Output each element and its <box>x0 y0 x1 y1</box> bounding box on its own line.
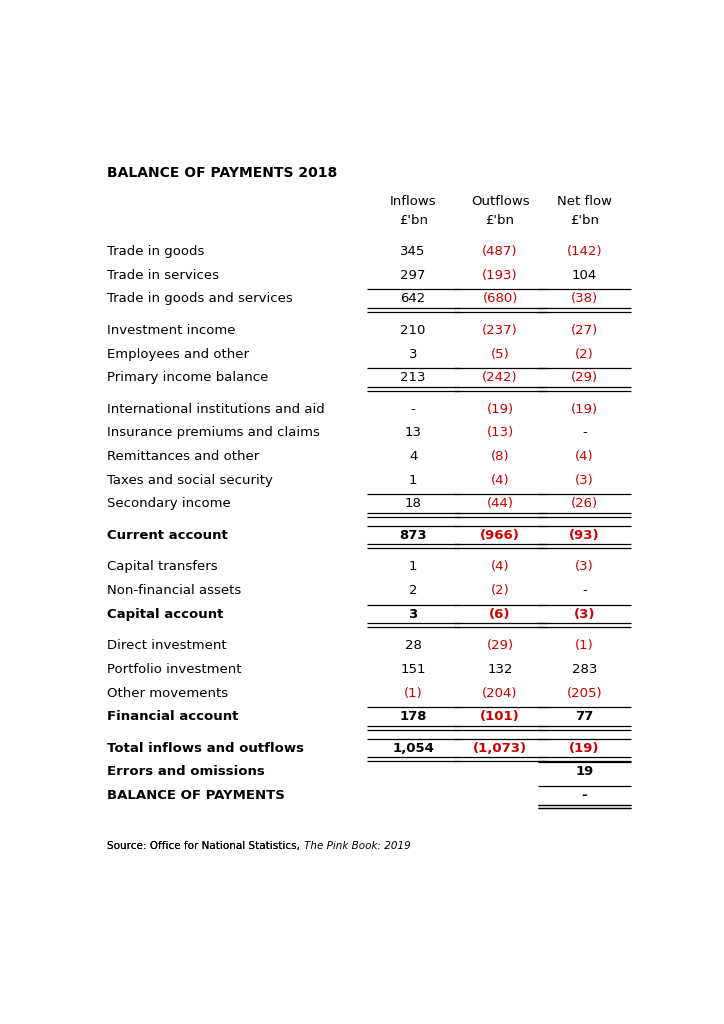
Text: (966): (966) <box>480 529 520 542</box>
Text: Trade in goods: Trade in goods <box>107 245 205 258</box>
Text: (44): (44) <box>487 498 513 510</box>
Text: 28: 28 <box>405 639 421 652</box>
Text: (101): (101) <box>480 711 520 723</box>
Text: 178: 178 <box>400 711 427 723</box>
Text: 297: 297 <box>400 268 426 282</box>
Text: £'bn: £'bn <box>570 214 599 226</box>
Text: Trade in services: Trade in services <box>107 268 219 282</box>
Text: 1,054: 1,054 <box>392 741 434 755</box>
Text: 210: 210 <box>400 324 426 337</box>
Text: Source: Office for National Statistics,: Source: Office for National Statistics, <box>107 841 303 851</box>
Text: (19): (19) <box>487 402 513 416</box>
Text: (2): (2) <box>491 584 510 597</box>
Text: 19: 19 <box>575 766 594 778</box>
Text: (4): (4) <box>491 560 510 573</box>
Text: (204): (204) <box>482 687 518 699</box>
Text: (2): (2) <box>575 347 594 360</box>
Text: BALANCE OF PAYMENTS 2018: BALANCE OF PAYMENTS 2018 <box>107 166 337 180</box>
Text: (26): (26) <box>571 498 598 510</box>
Text: Non-financial assets: Non-financial assets <box>107 584 242 597</box>
Text: (93): (93) <box>569 529 599 542</box>
Text: (6): (6) <box>489 608 511 621</box>
Text: Total inflows and outflows: Total inflows and outflows <box>107 741 304 755</box>
Text: Other movements: Other movements <box>107 687 229 699</box>
Text: (142): (142) <box>566 245 602 258</box>
Text: £'bn: £'bn <box>486 214 515 226</box>
Text: £'bn: £'bn <box>399 214 428 226</box>
Text: 132: 132 <box>487 663 513 676</box>
Text: 873: 873 <box>400 529 427 542</box>
Text: (1): (1) <box>575 639 594 652</box>
Text: Secondary income: Secondary income <box>107 498 231 510</box>
Text: (29): (29) <box>487 639 513 652</box>
Text: Insurance premiums and claims: Insurance premiums and claims <box>107 426 320 439</box>
Text: (8): (8) <box>491 451 510 463</box>
Text: Investment income: Investment income <box>107 324 236 337</box>
Text: Portfolio investment: Portfolio investment <box>107 663 242 676</box>
Text: (19): (19) <box>569 741 599 755</box>
Text: 3: 3 <box>409 347 417 360</box>
Text: (4): (4) <box>575 451 594 463</box>
Text: Current account: Current account <box>107 529 228 542</box>
Text: 13: 13 <box>405 426 421 439</box>
Text: 151: 151 <box>400 663 426 676</box>
Text: Capital account: Capital account <box>107 608 224 621</box>
Text: 1: 1 <box>409 560 417 573</box>
Text: -: - <box>582 584 586 597</box>
Text: Trade in goods and services: Trade in goods and services <box>107 293 293 305</box>
Text: -: - <box>411 402 416 416</box>
Text: (1): (1) <box>404 687 423 699</box>
Text: 104: 104 <box>572 268 597 282</box>
Text: Errors and omissions: Errors and omissions <box>107 766 265 778</box>
Text: (4): (4) <box>491 474 510 486</box>
Text: (237): (237) <box>482 324 518 337</box>
Text: Inflows: Inflows <box>390 196 437 209</box>
Text: 3: 3 <box>408 608 418 621</box>
Text: Financial account: Financial account <box>107 711 239 723</box>
Text: Outflows: Outflows <box>471 196 529 209</box>
Text: -: - <box>582 426 586 439</box>
Text: .: . <box>399 841 402 851</box>
Text: (19): (19) <box>571 402 598 416</box>
Text: Direct investment: Direct investment <box>107 639 227 652</box>
Text: Primary income balance: Primary income balance <box>107 372 269 384</box>
Text: 18: 18 <box>405 498 421 510</box>
Text: 2: 2 <box>409 584 417 597</box>
Text: (3): (3) <box>575 560 594 573</box>
Text: 283: 283 <box>571 663 597 676</box>
Text: Capital transfers: Capital transfers <box>107 560 218 573</box>
Text: Source: Office for National Statistics,: Source: Office for National Statistics, <box>107 841 303 851</box>
Text: 642: 642 <box>400 293 426 305</box>
Text: 4: 4 <box>409 451 417 463</box>
Text: Employees and other: Employees and other <box>107 347 249 360</box>
Text: International institutions and aid: International institutions and aid <box>107 402 325 416</box>
Text: 1: 1 <box>409 474 417 486</box>
Text: Remittances and other: Remittances and other <box>107 451 260 463</box>
Text: (205): (205) <box>566 687 602 699</box>
Text: (29): (29) <box>571 372 598 384</box>
Text: (487): (487) <box>482 245 518 258</box>
Text: Net flow: Net flow <box>557 196 612 209</box>
Text: (680): (680) <box>482 293 518 305</box>
Text: (27): (27) <box>571 324 598 337</box>
Text: Taxes and social security: Taxes and social security <box>107 474 273 486</box>
Text: -: - <box>581 790 587 802</box>
Text: BALANCE OF PAYMENTS: BALANCE OF PAYMENTS <box>107 790 285 802</box>
Text: (13): (13) <box>487 426 514 439</box>
Text: 213: 213 <box>400 372 426 384</box>
Text: (3): (3) <box>575 474 594 486</box>
Text: 345: 345 <box>400 245 426 258</box>
Text: (193): (193) <box>482 268 518 282</box>
Text: (3): (3) <box>573 608 595 621</box>
Text: (242): (242) <box>482 372 518 384</box>
Text: (1,073): (1,073) <box>473 741 527 755</box>
Text: The Pink Book: 2019: The Pink Book: 2019 <box>303 841 411 851</box>
Text: (38): (38) <box>571 293 598 305</box>
Text: (5): (5) <box>491 347 510 360</box>
Text: 77: 77 <box>575 711 594 723</box>
